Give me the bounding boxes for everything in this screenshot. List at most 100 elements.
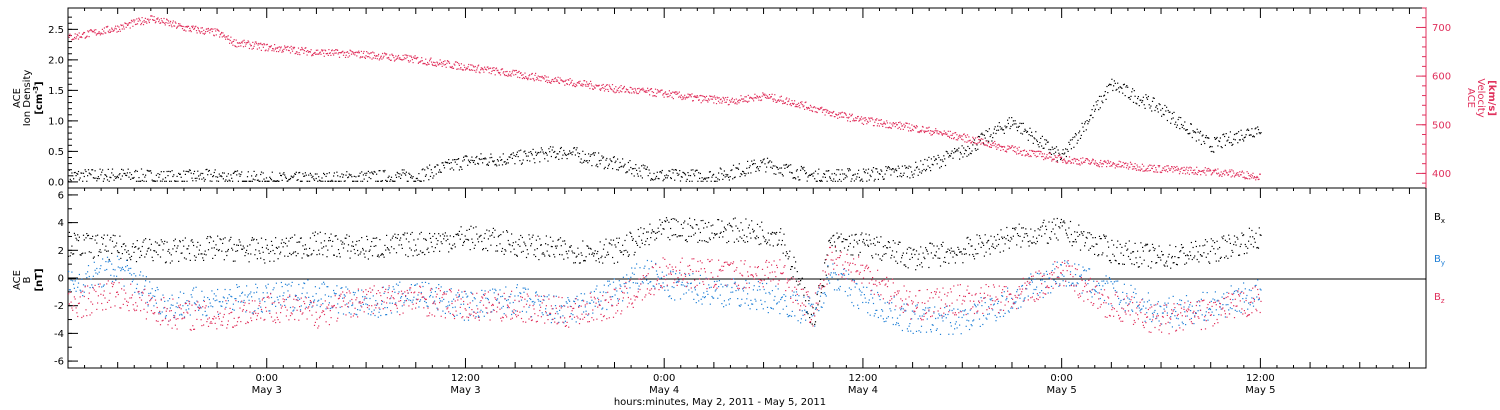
bx-point	[916, 265, 918, 267]
density-point	[68, 180, 70, 182]
velocity-point	[929, 130, 931, 132]
velocity-point	[1223, 170, 1225, 172]
velocity-point	[935, 128, 937, 130]
density-point	[514, 163, 516, 165]
bx-point	[210, 237, 212, 239]
density-point	[968, 154, 970, 156]
velocity-point	[1243, 176, 1245, 178]
density-point	[890, 174, 892, 176]
density-point	[569, 150, 571, 152]
bx-point	[410, 233, 412, 235]
bx-point	[349, 257, 351, 259]
velocity-point	[656, 92, 658, 94]
density-point	[612, 156, 615, 159]
density-point	[1191, 136, 1193, 139]
bx-point	[475, 226, 477, 228]
velocity-point	[236, 46, 238, 48]
velocity-point	[386, 53, 388, 55]
velocity-point	[300, 49, 302, 51]
density-point	[241, 171, 243, 173]
velocity-point	[559, 77, 561, 79]
bx-point	[241, 248, 244, 250]
velocity-point	[136, 18, 138, 20]
density-point	[729, 176, 731, 178]
bx-point	[978, 243, 980, 245]
density-point	[251, 180, 253, 182]
bx-point	[963, 248, 965, 250]
bx-point	[1130, 252, 1132, 254]
velocity-point	[1135, 169, 1138, 171]
velocity-point	[793, 102, 795, 105]
bx-point	[1133, 263, 1135, 266]
velocity-point	[193, 28, 195, 30]
bx-point	[983, 255, 985, 257]
velocity-point	[499, 74, 502, 76]
density-point	[632, 168, 634, 170]
velocity-point	[130, 19, 133, 21]
density-point	[207, 174, 209, 176]
density-point	[867, 172, 869, 174]
velocity-point	[1219, 174, 1221, 176]
bx-point	[520, 234, 522, 237]
density-point	[283, 172, 285, 174]
bx-point	[382, 254, 384, 256]
bx-point	[183, 245, 185, 247]
bx-point	[755, 238, 757, 240]
bx-point	[636, 244, 639, 246]
velocity-point	[273, 50, 275, 52]
density-point	[1182, 124, 1184, 127]
bx-point	[913, 248, 915, 250]
density-point	[597, 166, 599, 168]
velocity-point	[756, 96, 759, 98]
density-point	[296, 179, 298, 181]
density-point	[657, 177, 659, 180]
bx-point	[798, 278, 800, 280]
density-point	[615, 160, 617, 162]
density-point	[970, 153, 972, 155]
bx-point	[463, 242, 465, 244]
velocity-point	[1067, 160, 1069, 162]
density-point	[645, 168, 647, 170]
density-point	[146, 169, 148, 171]
density-point	[782, 175, 784, 177]
velocity-point	[1233, 172, 1235, 174]
bx-point	[551, 246, 553, 248]
bx-point	[1045, 228, 1048, 231]
bx-point	[634, 251, 636, 253]
density-point	[319, 180, 321, 182]
density-point	[904, 165, 906, 167]
velocity-point	[187, 25, 190, 27]
density-point	[371, 171, 373, 173]
bx-point	[228, 240, 230, 242]
bx-point	[522, 250, 524, 252]
bx-point	[875, 253, 877, 255]
density-point	[197, 170, 199, 172]
bx-point	[725, 229, 727, 231]
bx-point	[930, 242, 932, 244]
velocity-point	[689, 95, 691, 97]
bx-point	[478, 236, 480, 238]
density-point	[841, 169, 843, 171]
density-point	[738, 163, 740, 165]
density-point	[1040, 137, 1042, 139]
velocity-point	[919, 130, 921, 133]
density-point	[1035, 131, 1037, 133]
velocity-point	[1039, 150, 1041, 153]
velocity-point	[631, 92, 633, 94]
density-point	[723, 174, 725, 176]
velocity-point	[687, 93, 689, 95]
bx-point	[766, 243, 768, 245]
density-point	[888, 166, 890, 169]
velocity-point	[745, 100, 747, 102]
bx-point	[955, 254, 957, 256]
density-point	[920, 172, 923, 174]
bx-point	[267, 248, 269, 251]
velocity-point	[926, 130, 928, 132]
density-point	[554, 157, 557, 159]
density-point	[469, 162, 471, 164]
density-point	[254, 179, 256, 181]
bx-point	[677, 221, 679, 223]
density-point	[1211, 146, 1213, 148]
density-point	[528, 151, 530, 153]
density-point	[972, 144, 974, 146]
